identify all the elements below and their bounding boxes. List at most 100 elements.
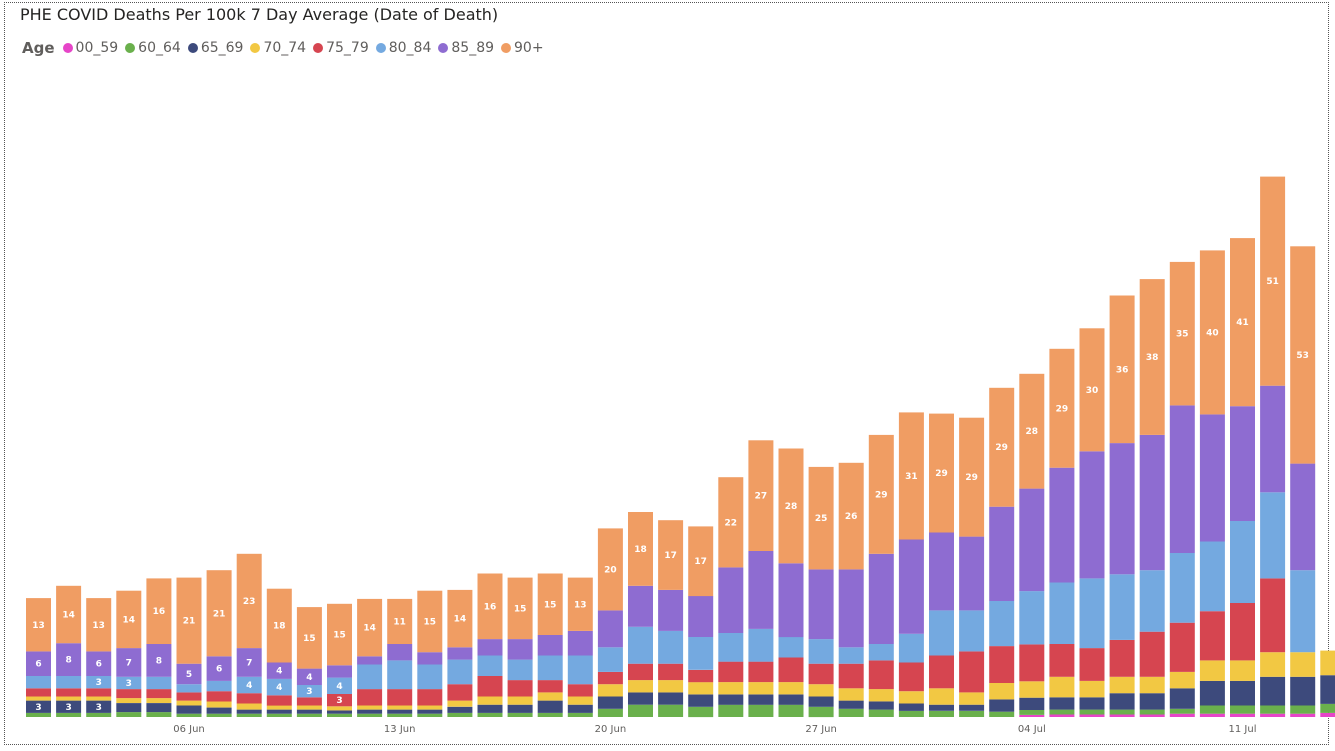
bar-segment-60_64[interactable] bbox=[868, 709, 894, 717]
bar-segment-70_74[interactable] bbox=[748, 682, 774, 695]
bar-segment-60_64[interactable] bbox=[537, 712, 563, 717]
bar-segment-65_69[interactable] bbox=[56, 700, 82, 713]
bar-segment-70_74[interactable] bbox=[537, 692, 563, 701]
bar-segment-60_64[interactable] bbox=[959, 710, 985, 717]
legend-item-00_59[interactable]: 00_59 bbox=[62, 40, 118, 56]
bar-segment-60_64[interactable] bbox=[1049, 709, 1075, 715]
bar-segment-80_84[interactable] bbox=[56, 676, 82, 689]
bar-segment-65_69[interactable] bbox=[296, 709, 322, 714]
bar-segment-60_64[interactable] bbox=[1260, 705, 1286, 714]
bar-segment-75_79[interactable] bbox=[838, 663, 864, 689]
bar-segment-70_74[interactable] bbox=[1109, 676, 1135, 694]
bar-segment-75_79[interactable] bbox=[929, 655, 954, 689]
bar-segment-75_79[interactable] bbox=[537, 680, 563, 693]
bar-segment-80_84[interactable] bbox=[1230, 521, 1255, 603]
bar-segment-75_79[interactable] bbox=[778, 657, 804, 683]
bar-segment-70_74[interactable] bbox=[989, 683, 1015, 700]
bar-segment-75_79[interactable] bbox=[357, 689, 383, 706]
bar-segment-85_89[interactable] bbox=[327, 665, 352, 678]
bar-segment-85_89[interactable] bbox=[146, 644, 172, 677]
bar-segment-85_89[interactable] bbox=[597, 610, 623, 648]
bar-segment-65_69[interactable] bbox=[989, 699, 1015, 712]
bar-segment-65_69[interactable] bbox=[1079, 697, 1105, 710]
bar-segment-60_64[interactable] bbox=[296, 713, 322, 717]
bar-segment-70_74[interactable] bbox=[567, 696, 593, 705]
bar-segment-80_84[interactable] bbox=[898, 633, 924, 663]
bar-segment-65_69[interactable] bbox=[778, 694, 804, 705]
bar-segment-60_64[interactable] bbox=[718, 704, 744, 717]
bar-segment-60_64[interactable] bbox=[989, 711, 1015, 717]
bar-segment-85_89[interactable] bbox=[989, 506, 1015, 601]
bar-segment-80_84[interactable] bbox=[447, 659, 473, 685]
bar-segment-60_64[interactable] bbox=[1230, 705, 1255, 714]
bar-segment-85_89[interactable] bbox=[1169, 405, 1195, 553]
bar-segment-65_69[interactable] bbox=[26, 700, 51, 713]
bar-segment-90plus[interactable] bbox=[597, 528, 623, 611]
bar-segment-80_84[interactable] bbox=[477, 655, 503, 677]
bar-segment-90plus[interactable] bbox=[327, 603, 352, 666]
bar-segment-70_74[interactable] bbox=[929, 688, 954, 705]
bar-segment-85_89[interactable] bbox=[929, 532, 954, 611]
bar-segment-85_89[interactable] bbox=[1230, 406, 1255, 521]
bar-segment-60_64[interactable] bbox=[898, 710, 924, 717]
bar-segment-65_69[interactable] bbox=[537, 700, 563, 713]
bar-segment-90plus[interactable] bbox=[236, 553, 262, 649]
bar-segment-60_64[interactable] bbox=[146, 712, 172, 717]
bar-segment-90plus[interactable] bbox=[868, 434, 894, 554]
bar-segment-75_79[interactable] bbox=[26, 688, 51, 697]
bar-segment-70_74[interactable] bbox=[1290, 652, 1316, 677]
bar-segment-85_89[interactable] bbox=[176, 663, 202, 685]
bar-segment-85_89[interactable] bbox=[658, 589, 684, 631]
bar-segment-85_89[interactable] bbox=[748, 551, 774, 629]
bar-segment-80_84[interactable] bbox=[1109, 574, 1135, 640]
bar-segment-85_89[interactable] bbox=[116, 648, 142, 677]
bar-segment-65_69[interactable] bbox=[266, 709, 292, 714]
bar-segment-75_79[interactable] bbox=[989, 646, 1015, 683]
bar-segment-80_84[interactable] bbox=[507, 659, 533, 681]
bar-segment-60_64[interactable] bbox=[26, 712, 51, 717]
bar-segment-60_64[interactable] bbox=[477, 712, 503, 717]
bar-segment-75_79[interactable] bbox=[1230, 603, 1255, 661]
bar-segment-70_74[interactable] bbox=[1139, 676, 1165, 694]
bar-segment-85_89[interactable] bbox=[387, 644, 413, 661]
bar-segment-60_64[interactable] bbox=[597, 708, 623, 717]
bar-segment-90plus[interactable] bbox=[688, 526, 714, 597]
bar-segment-80_84[interactable] bbox=[236, 676, 262, 694]
bar-segment-60_64[interactable] bbox=[658, 704, 684, 717]
bar-segment-80_84[interactable] bbox=[1199, 541, 1225, 612]
bar-segment-70_74[interactable] bbox=[327, 706, 352, 711]
bar-segment-75_79[interactable] bbox=[597, 671, 623, 685]
bar-segment-75_79[interactable] bbox=[748, 661, 774, 683]
bar-segment-80_84[interactable] bbox=[1290, 570, 1316, 653]
bar-segment-75_79[interactable] bbox=[1049, 644, 1075, 677]
bar-segment-60_64[interactable] bbox=[838, 708, 864, 717]
bar-segment-90plus[interactable] bbox=[1019, 373, 1045, 489]
bar-segment-00_59[interactable] bbox=[1320, 712, 1335, 717]
bar-segment-65_69[interactable] bbox=[116, 703, 142, 713]
bar-segment-80_84[interactable] bbox=[567, 655, 593, 685]
bar-segment-90plus[interactable] bbox=[116, 590, 142, 649]
bar-segment-90plus[interactable] bbox=[206, 570, 232, 657]
bar-segment-90plus[interactable] bbox=[567, 577, 593, 631]
bar-segment-90plus[interactable] bbox=[1079, 328, 1105, 452]
bar-segment-75_79[interactable] bbox=[718, 661, 744, 683]
bar-segment-65_69[interactable] bbox=[808, 696, 834, 707]
bar-segment-65_69[interactable] bbox=[1109, 693, 1135, 710]
bar-segment-65_69[interactable] bbox=[628, 692, 653, 705]
bar-segment-70_74[interactable] bbox=[1260, 652, 1286, 677]
bar-segment-90plus[interactable] bbox=[1199, 250, 1225, 415]
bar-segment-60_64[interactable] bbox=[567, 712, 593, 717]
bar-segment-90plus[interactable] bbox=[838, 462, 864, 570]
bar-segment-85_89[interactable] bbox=[86, 651, 112, 676]
bar-segment-85_89[interactable] bbox=[507, 639, 533, 660]
bar-segment-85_89[interactable] bbox=[1260, 385, 1286, 493]
bar-segment-90plus[interactable] bbox=[56, 585, 82, 644]
bar-segment-60_64[interactable] bbox=[1169, 708, 1195, 714]
bar-segment-90plus[interactable] bbox=[387, 598, 413, 644]
bar-segment-70_74[interactable] bbox=[116, 698, 142, 703]
bar-segment-70_74[interactable] bbox=[26, 696, 51, 701]
bar-segment-80_84[interactable] bbox=[1019, 591, 1045, 645]
bar-segment-60_64[interactable] bbox=[387, 713, 413, 717]
bar-segment-70_74[interactable] bbox=[296, 705, 322, 710]
bar-segment-85_89[interactable] bbox=[236, 648, 262, 677]
